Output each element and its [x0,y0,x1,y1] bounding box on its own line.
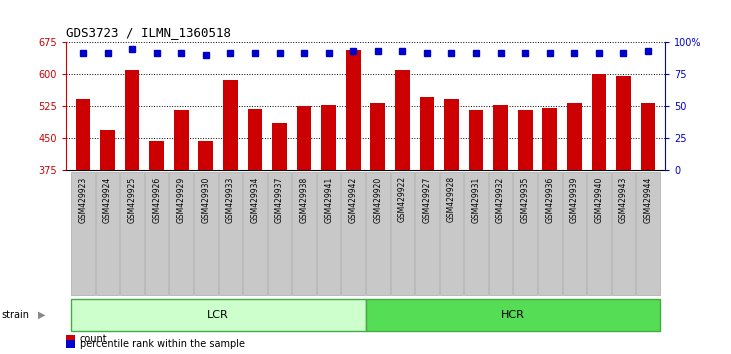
FancyBboxPatch shape [121,172,144,295]
Bar [297,106,311,170]
FancyBboxPatch shape [464,172,488,295]
FancyBboxPatch shape [170,172,193,295]
Text: percentile rank within the sample: percentile rank within the sample [80,339,245,349]
FancyBboxPatch shape [390,172,414,295]
Bar [640,103,656,170]
FancyBboxPatch shape [243,172,267,295]
Text: GSM429920: GSM429920 [374,176,382,223]
Text: GSM429937: GSM429937 [275,176,284,223]
Bar [395,70,409,170]
FancyBboxPatch shape [489,172,512,295]
Bar [518,110,533,170]
Text: GSM429923: GSM429923 [78,176,88,223]
Text: GSM429943: GSM429943 [619,176,628,223]
Text: GSM429942: GSM429942 [349,176,357,223]
Bar [75,98,91,170]
FancyBboxPatch shape [317,172,341,295]
Text: GSM429926: GSM429926 [152,176,162,223]
Text: GSM429931: GSM429931 [471,176,480,223]
FancyBboxPatch shape [538,172,561,295]
FancyBboxPatch shape [71,172,95,295]
Text: GSM429924: GSM429924 [103,176,112,223]
Bar [248,109,262,170]
Bar [322,105,336,170]
Bar [493,105,508,170]
Bar [174,110,189,170]
Bar [591,74,606,170]
Text: strain: strain [1,310,29,320]
Text: GSM429935: GSM429935 [520,176,530,223]
FancyBboxPatch shape [366,299,660,331]
Bar [469,110,483,170]
FancyBboxPatch shape [587,172,610,295]
FancyBboxPatch shape [563,172,586,295]
Text: GSM429940: GSM429940 [594,176,603,223]
FancyBboxPatch shape [292,172,316,295]
Text: GSM429929: GSM429929 [177,176,186,223]
Text: GSM429933: GSM429933 [226,176,235,223]
FancyBboxPatch shape [366,172,390,295]
Bar [272,123,287,170]
FancyBboxPatch shape [513,172,537,295]
Text: LCR: LCR [207,310,229,320]
Text: GSM429939: GSM429939 [569,176,579,223]
Bar [542,108,557,170]
FancyBboxPatch shape [71,299,366,331]
Bar [567,103,582,170]
Text: GSM429932: GSM429932 [496,176,505,223]
Text: count: count [80,334,107,344]
Text: GSM429941: GSM429941 [324,176,333,223]
Bar [444,98,459,170]
FancyBboxPatch shape [268,172,292,295]
Text: ▶: ▶ [38,310,45,320]
Text: HCR: HCR [501,310,525,320]
FancyBboxPatch shape [194,172,218,295]
Bar [100,130,115,170]
FancyBboxPatch shape [439,172,463,295]
Text: GSM429934: GSM429934 [251,176,260,223]
FancyBboxPatch shape [96,172,119,295]
Bar [198,142,213,170]
FancyBboxPatch shape [612,172,635,295]
Text: GSM429925: GSM429925 [128,176,137,223]
Text: GSM429938: GSM429938 [300,176,308,223]
Text: GSM429930: GSM429930 [201,176,211,223]
Bar [371,103,385,170]
FancyBboxPatch shape [636,172,660,295]
Text: GSM429922: GSM429922 [398,176,407,222]
FancyBboxPatch shape [145,172,168,295]
FancyBboxPatch shape [415,172,439,295]
Bar [149,141,164,170]
Text: GSM429927: GSM429927 [423,176,431,223]
Bar [420,97,434,170]
Text: GDS3723 / ILMN_1360518: GDS3723 / ILMN_1360518 [66,26,231,39]
Text: GSM429928: GSM429928 [447,176,456,222]
Text: GSM429944: GSM429944 [643,176,653,223]
Text: GSM429936: GSM429936 [545,176,554,223]
Bar [616,76,631,170]
FancyBboxPatch shape [341,172,365,295]
Bar [346,50,360,170]
FancyBboxPatch shape [219,172,242,295]
Bar [125,70,140,170]
Bar [223,80,238,170]
